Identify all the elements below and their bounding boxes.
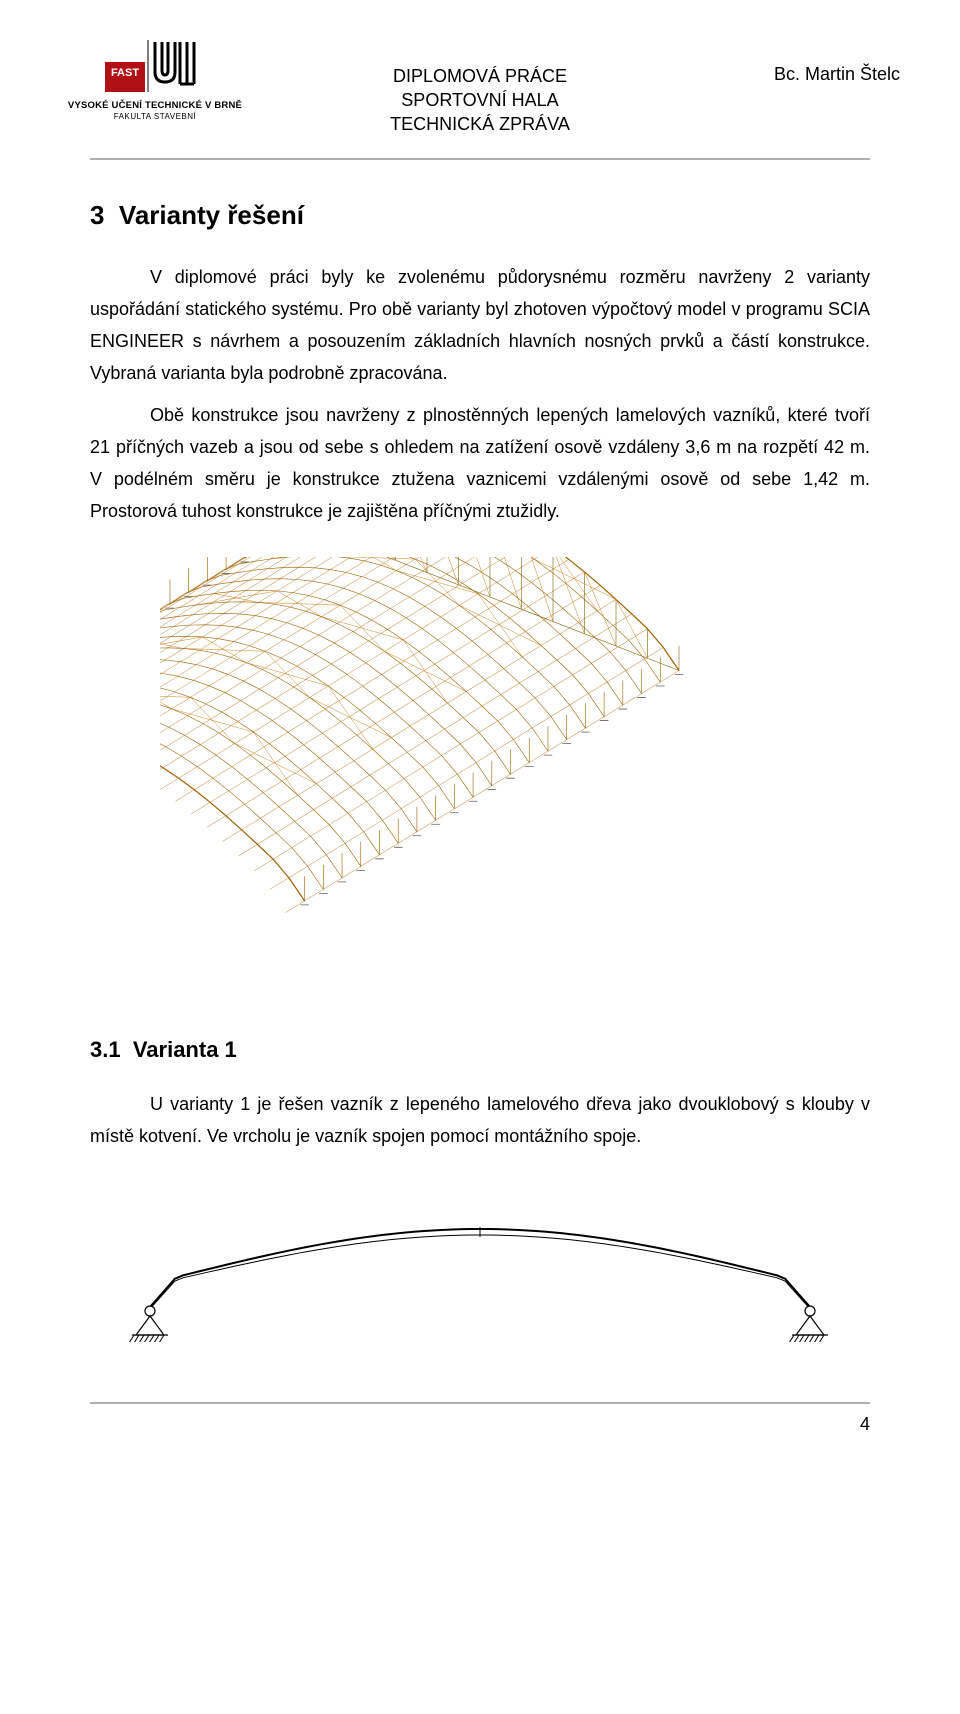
page-header: FAST VYSOKÉ UČENÍ TECHNICKÉ V BRNĚ FAKUL… [90,40,870,160]
header-center-block: DIPLOMOVÁ PRÁCE SPORTOVNÍ HALA TECHNICKÁ… [390,64,570,136]
figure-elevation-arch [90,1182,870,1342]
svg-text:FAST: FAST [111,67,139,79]
header-doc-title: SPORTOVNÍ HALA [390,88,570,112]
hall-3d-svg [160,557,800,977]
subsection-title: Varianta 1 [133,1037,237,1062]
vut-logo-icon: FAST [105,40,205,98]
para-1: V diplomové práci byly ke zvolenému půdo… [90,261,870,389]
logo-text-line1: VYSOKÉ UČENÍ TECHNICKÉ V BRNĚ [50,100,260,111]
section-number: 3 [90,200,104,230]
section-title: Varianty řešení [119,200,304,230]
page-number: 4 [860,1414,870,1434]
subsection-heading: 3.1 Varianta 1 [90,1037,870,1063]
page-footer: 4 [90,1402,870,1435]
header-doc-type: DIPLOMOVÁ PRÁCE [390,64,570,88]
section-heading: 3 Varianty řešení [90,200,870,231]
arch-elevation-svg [100,1182,860,1342]
para-2: Obě konstrukce jsou navrženy z plnostěnn… [90,399,870,527]
subsection-number: 3.1 [90,1037,121,1062]
logo-text-line2: FAKULTA STAVEBNÍ [50,112,260,121]
subsection-para: U varianty 1 je řešen vazník z lepeného … [90,1088,870,1152]
header-author: Bc. Martin Štelc [774,64,900,85]
university-logo-block: FAST VYSOKÉ UČENÍ TECHNICKÉ V BRNĚ FAKUL… [50,40,260,121]
header-doc-sub: TECHNICKÁ ZPRÁVA [390,112,570,136]
figure-3d-hall [90,557,870,977]
